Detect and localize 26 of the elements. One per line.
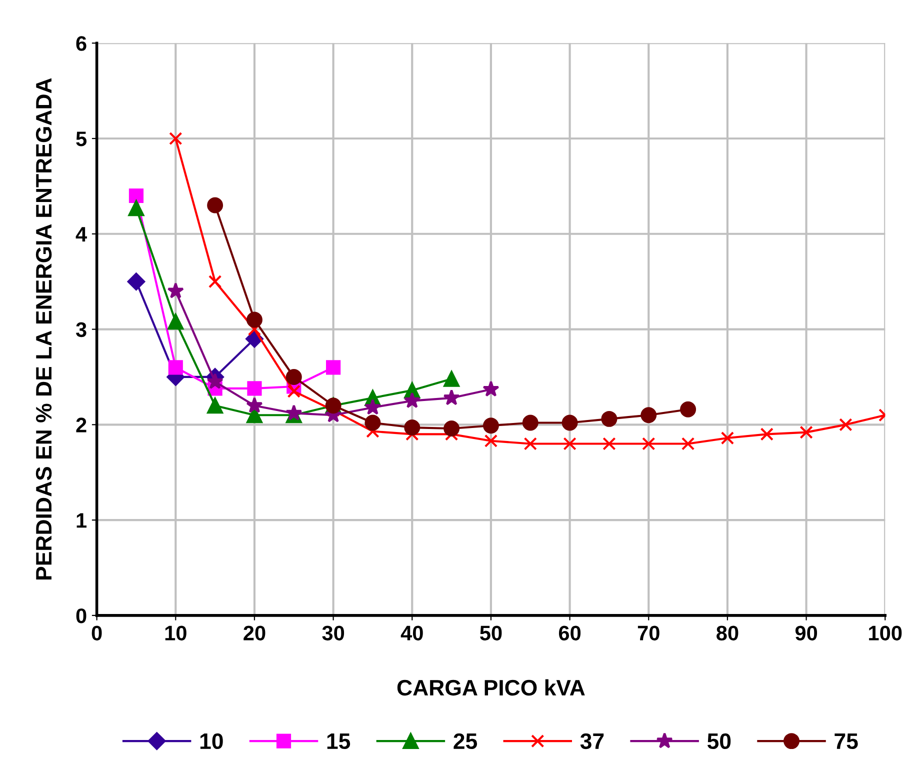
x-tick-label: 80 (716, 626, 738, 640)
y-tick-label: 2 (76, 418, 86, 432)
x-tick-label: 30 (322, 626, 344, 640)
x-tick-label: 70 (638, 626, 660, 640)
x-tick-label: 0 (92, 626, 102, 640)
legend-label: 50 (707, 733, 731, 750)
y-tick-label: 4 (76, 227, 87, 242)
legend-label: 75 (834, 734, 858, 750)
legend-label: 10 (200, 733, 223, 750)
legend-label: 15 (327, 734, 350, 750)
x-tick-label: 60 (558, 626, 581, 640)
y-tick-label: 1 (76, 513, 87, 528)
x-axis-title: CARGA PICO kVA (397, 679, 585, 696)
y-axis-title: PERDIDAS EN % DE LA ENERGIA ENTREGADA (36, 78, 52, 580)
x-tick-label: 20 (244, 626, 266, 640)
y-tick-label: 3 (76, 322, 86, 338)
x-tick-label: 90 (795, 626, 818, 640)
y-tick-label: 5 (76, 132, 87, 146)
legend-label: 37 (580, 733, 604, 750)
x-tick-label: 50 (480, 626, 502, 640)
y-tick-label: 6 (76, 36, 86, 51)
x-tick-label: 100 (869, 626, 902, 640)
x-tick-label: 10 (165, 626, 186, 640)
legend-label: 25 (454, 733, 478, 750)
y-tick-label: 0 (76, 608, 86, 624)
x-tick-label: 40 (400, 626, 423, 640)
